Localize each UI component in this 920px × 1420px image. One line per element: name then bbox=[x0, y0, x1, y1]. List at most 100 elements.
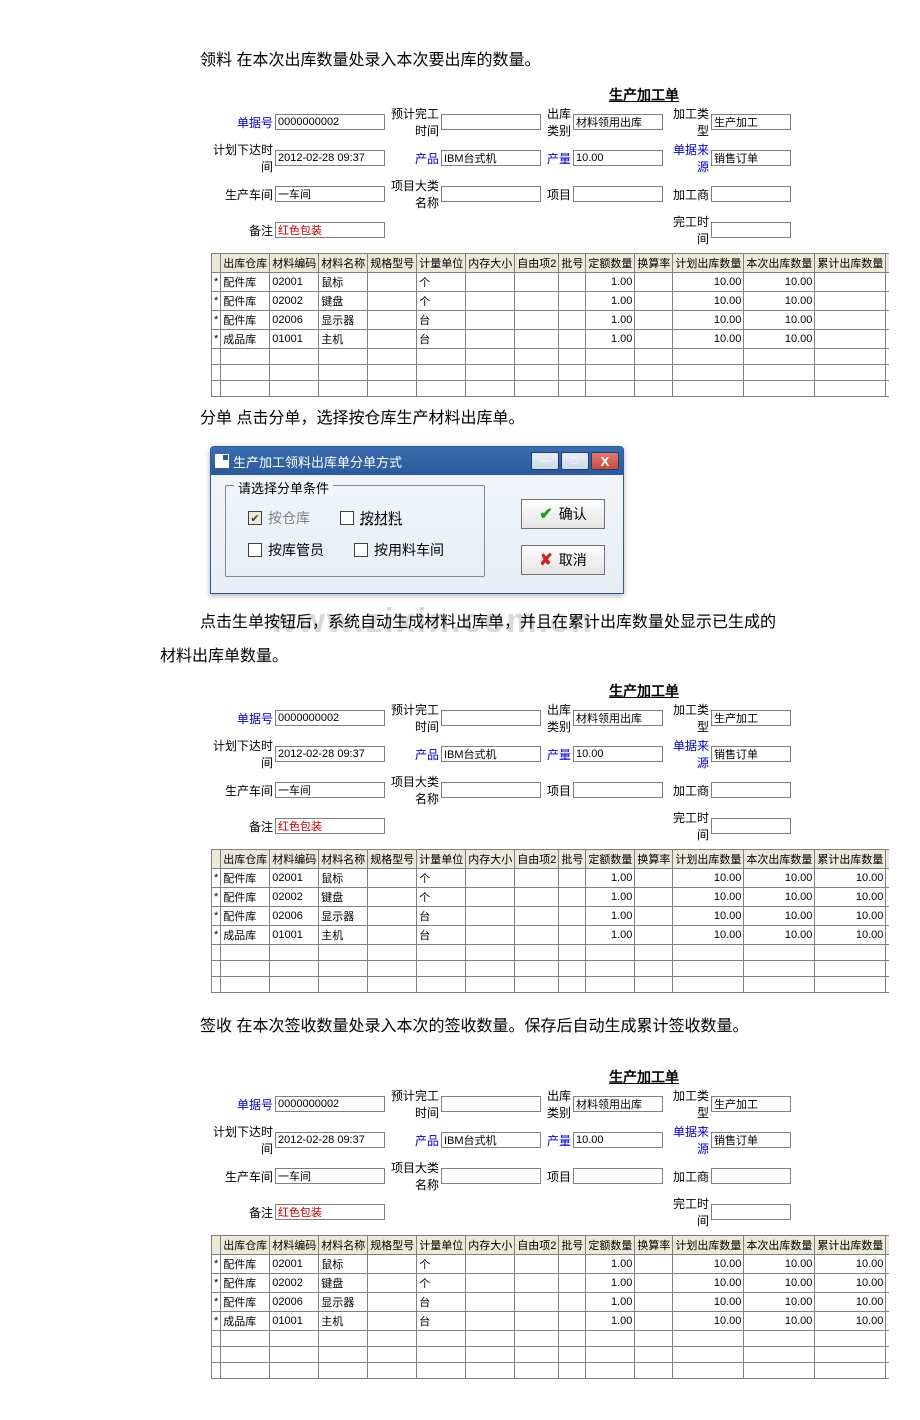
table-row[interactable]: *配件库02002键盘个1.0010.0010.00 bbox=[212, 292, 890, 311]
column-header[interactable]: 累计出库数量 bbox=[815, 254, 886, 273]
column-header[interactable]: 材料名称 bbox=[319, 1236, 368, 1255]
column-header[interactable]: 换算率 bbox=[635, 850, 673, 869]
input-order_no[interactable]: 0000000002 bbox=[275, 710, 385, 726]
input-processor[interactable] bbox=[711, 782, 791, 798]
input-project[interactable] bbox=[573, 782, 663, 798]
column-header[interactable]: 本次出库数量 bbox=[744, 254, 815, 273]
column-header[interactable]: 换算率 bbox=[635, 1236, 673, 1255]
input-big_category[interactable] bbox=[441, 186, 541, 202]
table-row[interactable]: *配件库02001鼠标个1.0010.0010.0010.0010.0010.0… bbox=[212, 1255, 890, 1274]
table-row[interactable]: *配件库02001鼠标个1.0010.0010.00 bbox=[212, 273, 890, 292]
input-plan_time[interactable]: 2012-02-28 09:37 bbox=[275, 150, 385, 166]
input-project[interactable] bbox=[573, 1168, 663, 1184]
input-finish_time[interactable] bbox=[711, 222, 791, 238]
input-plan_time[interactable]: 2012-02-28 09:37 bbox=[275, 1132, 385, 1148]
table-row[interactable]: *成品库01001主机台1.0010.0010.00 bbox=[212, 330, 890, 349]
column-header[interactable]: 计划出库数量 bbox=[673, 254, 744, 273]
table-row[interactable]: *成品库01001主机台1.0010.0010.0010.00 bbox=[212, 926, 890, 945]
input-big_category[interactable] bbox=[441, 1168, 541, 1184]
column-header[interactable]: 自由项2 bbox=[515, 1236, 559, 1255]
column-header[interactable] bbox=[212, 254, 221, 273]
column-header[interactable]: 本次出库数量 bbox=[744, 850, 815, 869]
materials-table[interactable]: 出库仓库材料编码材料名称规格型号计量单位内存大小自由项2批号定额数量换算率计划出… bbox=[211, 849, 889, 993]
table-row[interactable]: *配件库02006显示器台1.0010.0010.0010.0010.0010.… bbox=[212, 1293, 890, 1312]
column-header[interactable]: 材料名称 bbox=[319, 254, 368, 273]
input-order_src[interactable]: 销售订单 bbox=[711, 150, 791, 166]
input-product[interactable]: IBM台式机 bbox=[441, 746, 541, 762]
column-header[interactable]: 批号 bbox=[559, 850, 586, 869]
input-process_type[interactable]: 生产加工 bbox=[711, 114, 791, 130]
column-header[interactable]: 定额数量 bbox=[586, 254, 635, 273]
table-row[interactable]: *配件库02006显示器台1.0010.0010.00 bbox=[212, 311, 890, 330]
input-est_finish[interactable] bbox=[441, 114, 541, 130]
maximize-button[interactable]: □ bbox=[561, 452, 589, 470]
column-header[interactable]: 计量单位 bbox=[417, 1236, 466, 1255]
checkbox-by-workshop[interactable]: 按用料车间 bbox=[354, 540, 444, 560]
input-process_type[interactable]: 生产加工 bbox=[711, 710, 791, 726]
input-output[interactable]: 10.00 bbox=[573, 746, 663, 762]
cancel-button[interactable]: ✘ 取消 bbox=[521, 545, 605, 575]
input-workshop[interactable]: 一车间 bbox=[275, 186, 385, 202]
column-header[interactable]: 本次出库数量 bbox=[744, 1236, 815, 1255]
input-finish_time[interactable] bbox=[711, 1204, 791, 1220]
column-header[interactable]: 计量单位 bbox=[417, 254, 466, 273]
column-header[interactable]: 出库仓库 bbox=[221, 1236, 270, 1255]
input-order_src[interactable]: 销售订单 bbox=[711, 1132, 791, 1148]
input-order_no[interactable]: 0000000002 bbox=[275, 114, 385, 130]
column-header[interactable]: 材料编码 bbox=[270, 850, 319, 869]
minimize-button[interactable]: — bbox=[531, 452, 559, 470]
checkbox-by-warehouse[interactable]: 按仓库 bbox=[248, 508, 310, 528]
checkbox-by-material[interactable]: 按材料 bbox=[340, 508, 402, 528]
column-header[interactable]: 计划出库数量 bbox=[673, 1236, 744, 1255]
column-header[interactable]: 换算率 bbox=[635, 254, 673, 273]
checkbox-by-keeper[interactable]: 按库管员 bbox=[248, 540, 324, 560]
input-out_type[interactable]: 材料领用出库 bbox=[573, 1096, 663, 1112]
input-out_type[interactable]: 材料领用出库 bbox=[573, 710, 663, 726]
column-header[interactable]: 批号 bbox=[559, 254, 586, 273]
input-process_type[interactable]: 生产加工 bbox=[711, 1096, 791, 1112]
column-header[interactable]: 材料编码 bbox=[270, 254, 319, 273]
column-header[interactable]: 材料编码 bbox=[270, 1236, 319, 1255]
column-header[interactable]: 自由项2 bbox=[515, 850, 559, 869]
table-row[interactable]: *配件库02006显示器台1.0010.0010.0010.00 bbox=[212, 907, 890, 926]
input-product[interactable]: IBM台式机 bbox=[441, 1132, 541, 1148]
input-out_type[interactable]: 材料领用出库 bbox=[573, 114, 663, 130]
input-finish_time[interactable] bbox=[711, 818, 791, 834]
column-header[interactable]: 计量单位 bbox=[417, 850, 466, 869]
table-row[interactable]: *配件库02002键盘个1.0010.0010.0010.0010.0010.0… bbox=[212, 1274, 890, 1293]
column-header[interactable]: 规格型号 bbox=[368, 1236, 417, 1255]
column-header[interactable]: 累计出库数量 bbox=[815, 850, 886, 869]
input-project[interactable] bbox=[573, 186, 663, 202]
column-header[interactable]: 计划出库数量 bbox=[673, 850, 744, 869]
column-header[interactable]: 出库仓库 bbox=[221, 850, 270, 869]
column-header[interactable] bbox=[212, 1236, 221, 1255]
column-header[interactable]: 出库仓库 bbox=[221, 254, 270, 273]
table-row[interactable]: *配件库02001鼠标个1.0010.0010.0010.00 bbox=[212, 869, 890, 888]
column-header[interactable]: 规格型号 bbox=[368, 254, 417, 273]
input-remark[interactable]: 红色包装 bbox=[275, 222, 385, 238]
input-output[interactable]: 10.00 bbox=[573, 1132, 663, 1148]
input-product[interactable]: IBM台式机 bbox=[441, 150, 541, 166]
column-header[interactable]: 内存大小 bbox=[466, 1236, 515, 1255]
input-est_finish[interactable] bbox=[441, 710, 541, 726]
column-header[interactable]: 累计出库数量 bbox=[815, 1236, 886, 1255]
column-header[interactable]: 定额数量 bbox=[586, 850, 635, 869]
input-processor[interactable] bbox=[711, 1168, 791, 1184]
confirm-button[interactable]: ✔ 确认 bbox=[521, 499, 605, 529]
column-header[interactable]: 自由项2 bbox=[515, 254, 559, 273]
input-big_category[interactable] bbox=[441, 782, 541, 798]
column-header[interactable]: 内存大小 bbox=[466, 254, 515, 273]
input-remark[interactable]: 红色包装 bbox=[275, 1204, 385, 1220]
column-header[interactable]: 本次签收数量 bbox=[886, 254, 889, 273]
column-header[interactable]: 本次签收数量 bbox=[886, 1236, 889, 1255]
column-header[interactable]: 本次签收数量 bbox=[886, 850, 889, 869]
column-header[interactable]: 规格型号 bbox=[368, 850, 417, 869]
column-header[interactable]: 内存大小 bbox=[466, 850, 515, 869]
input-workshop[interactable]: 一车间 bbox=[275, 782, 385, 798]
column-header[interactable]: 定额数量 bbox=[586, 1236, 635, 1255]
column-header[interactable] bbox=[212, 850, 221, 869]
table-row[interactable]: *配件库02002键盘个1.0010.0010.0010.00 bbox=[212, 888, 890, 907]
input-plan_time[interactable]: 2012-02-28 09:37 bbox=[275, 746, 385, 762]
input-order_no[interactable]: 0000000002 bbox=[275, 1096, 385, 1112]
input-processor[interactable] bbox=[711, 186, 791, 202]
